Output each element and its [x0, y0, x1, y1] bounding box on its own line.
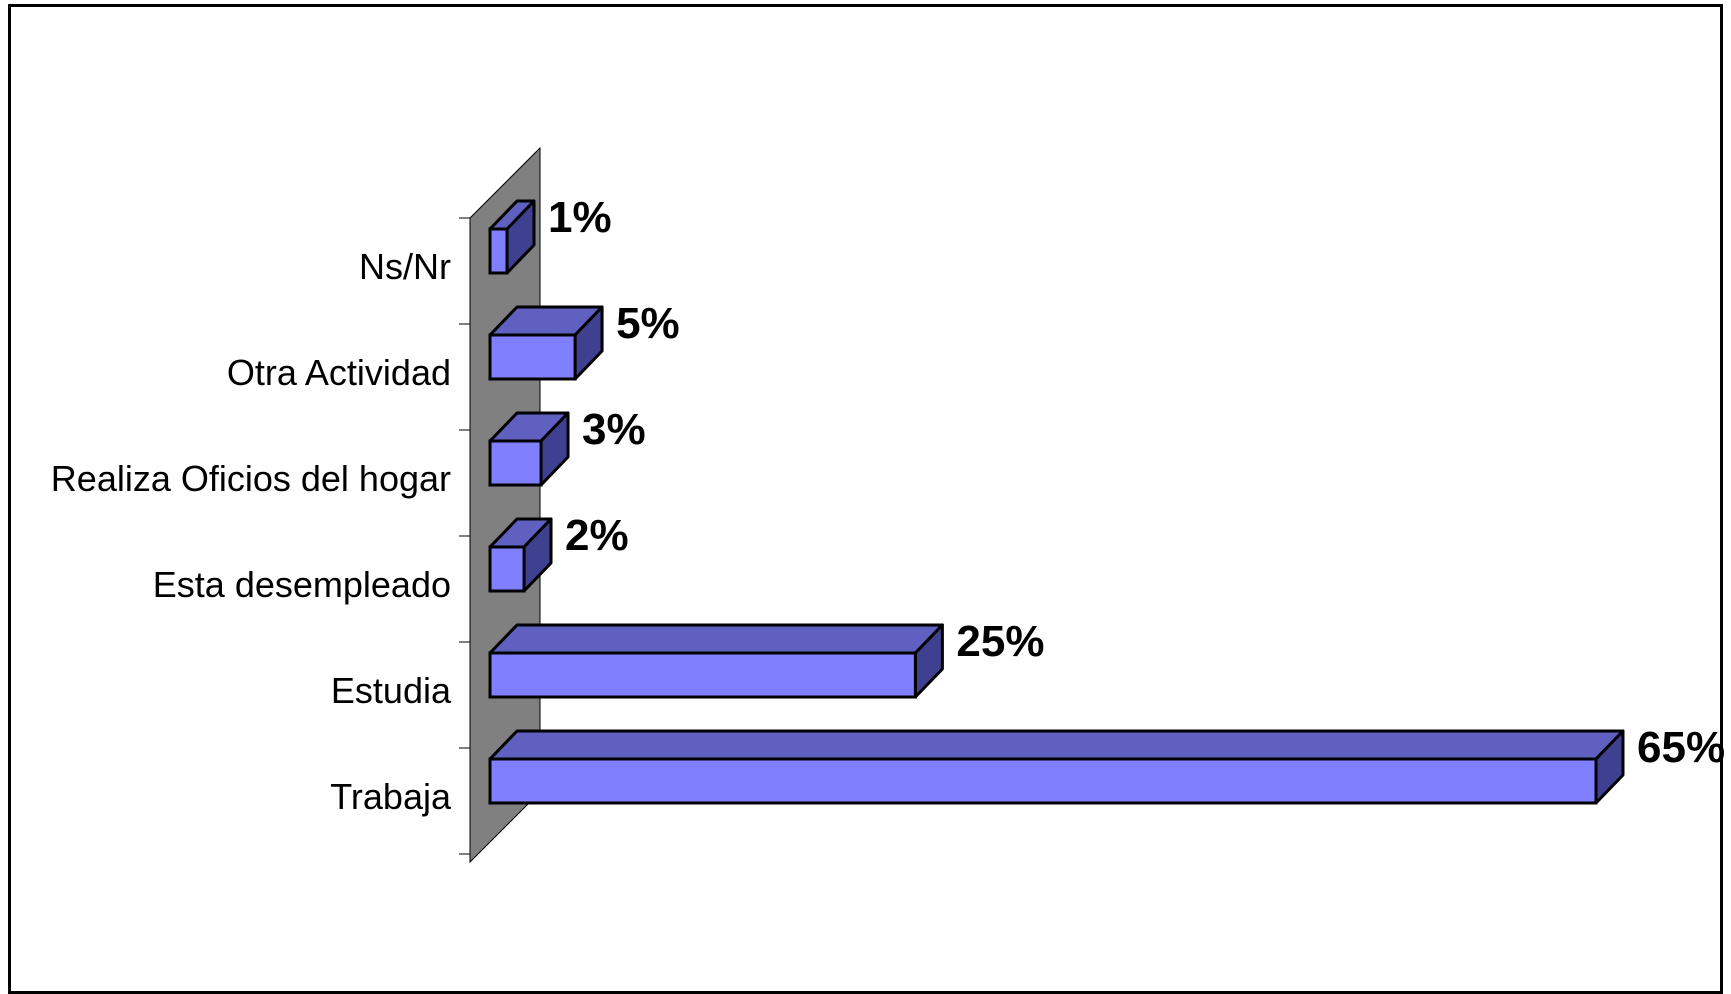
bar-top-face	[488, 623, 944, 655]
bar-front-face	[488, 227, 509, 275]
bar-front-face	[488, 651, 917, 699]
value-label: 65%	[1637, 723, 1725, 772]
category-label: Otra Actividad	[227, 352, 451, 393]
value-label: 1%	[548, 193, 612, 242]
bar-front-face	[488, 439, 543, 487]
category-label: Estudia	[331, 670, 452, 711]
value-label: 5%	[616, 299, 680, 348]
value-label: 2%	[565, 511, 629, 560]
category-label: Realiza Oficios del hogar	[51, 458, 451, 499]
chart-bars	[488, 199, 1625, 805]
category-label: Ns/Nr	[359, 246, 451, 287]
bar-front-face	[488, 545, 526, 593]
bar-ns-nr	[488, 199, 536, 275]
value-label: 3%	[582, 405, 646, 454]
bar-esta-desempleado	[488, 517, 553, 593]
bar-estudia	[488, 623, 944, 699]
value-label: 25%	[956, 617, 1044, 666]
bar-top-face	[488, 729, 1625, 761]
category-label: Trabaja	[330, 776, 452, 817]
chart-labels: Ns/Nr 1% Otra Actividad 5% Realiza Oficios d…	[51, 193, 1725, 817]
bar-realiza-oficios-del-hogar	[488, 411, 570, 487]
chart-frame	[8, 4, 1723, 994]
bar-front-face	[488, 333, 577, 381]
bar-trabaja	[488, 729, 1625, 805]
category-label: Esta desempleado	[153, 564, 451, 605]
bar-front-face	[488, 757, 1598, 805]
bar-otra-actividad	[488, 305, 604, 381]
